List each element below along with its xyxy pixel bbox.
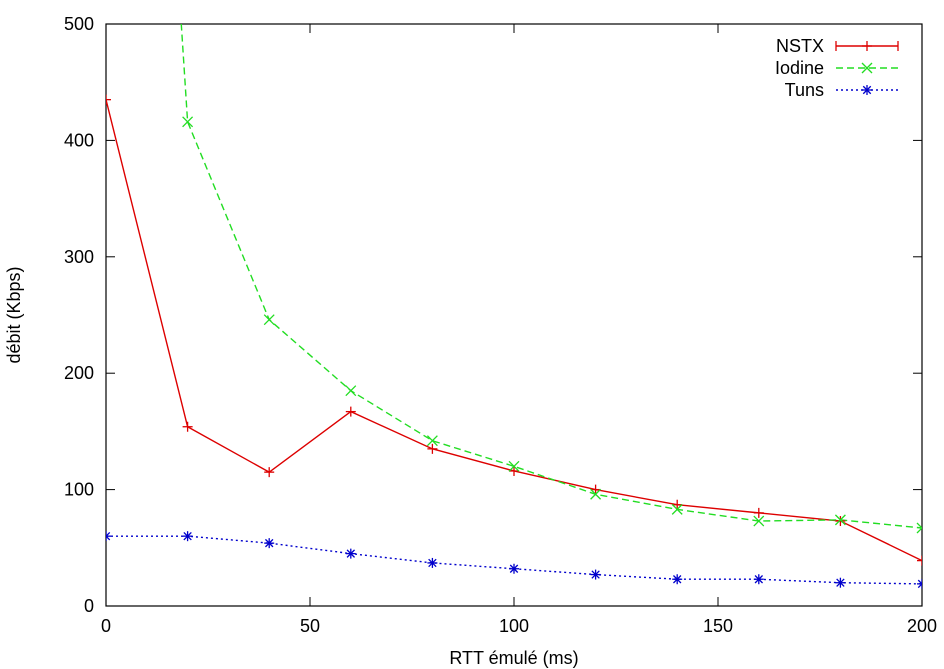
series-line-iodine (180, 24, 922, 529)
y-tick-label: 100 (64, 480, 94, 500)
legend-label-tuns: Tuns (785, 80, 824, 100)
markers-layer (106, 94, 922, 589)
legend-marker-tuns (862, 85, 872, 95)
x-tick-label: 100 (499, 616, 529, 636)
y-axis-label: débit (Kbps) (4, 266, 24, 363)
plot-frame (105, 23, 923, 607)
point-iodine (916, 522, 922, 529)
x-tick-label: 200 (907, 616, 937, 636)
point-tuns (591, 570, 600, 579)
point-tuns (917, 579, 922, 585)
point-tuns (917, 582, 922, 589)
point-iodine (345, 385, 357, 397)
y-tick-label: 400 (64, 130, 94, 150)
tick-labels: 0 50 100 150 200 0 100 200 300 400 500 (64, 14, 937, 636)
point-tuns (428, 558, 437, 568)
point-iodine (182, 116, 194, 128)
y-tick-label: 0 (84, 596, 94, 616)
ticks (105, 23, 923, 607)
point-iodine (671, 503, 683, 515)
series-line-nstx (106, 99, 922, 562)
y-tick-label: 500 (64, 14, 94, 34)
point-tuns (509, 564, 519, 573)
legend-marker-iodine (861, 62, 873, 74)
point-tuns (754, 575, 764, 584)
point-tuns (672, 575, 682, 584)
point-iodine (508, 460, 520, 472)
point-tuns (346, 549, 356, 558)
point-iodine (834, 514, 846, 526)
point-iodine (916, 527, 922, 534)
point-tuns (264, 538, 274, 548)
point-tuns (106, 535, 111, 541)
point-iodine (753, 515, 765, 527)
legend-label-iodine: Iodine (775, 58, 824, 78)
y-tick-label: 300 (64, 247, 94, 267)
y-tick-label: 200 (64, 363, 94, 383)
point-tuns (836, 578, 845, 587)
point-tuns (106, 531, 111, 538)
series-line-tuns (106, 535, 922, 585)
x-tick-label: 150 (703, 616, 733, 636)
point-iodine (426, 435, 438, 447)
x-tick-label: 0 (101, 616, 111, 636)
x-tick-label: 50 (300, 616, 320, 636)
x-axis-label: RTT émulé (ms) (449, 648, 578, 668)
point-iodine (590, 488, 602, 500)
point-iodine (263, 314, 275, 326)
legend-label-nstx: NSTX (776, 36, 824, 56)
point-tuns (183, 531, 192, 541)
